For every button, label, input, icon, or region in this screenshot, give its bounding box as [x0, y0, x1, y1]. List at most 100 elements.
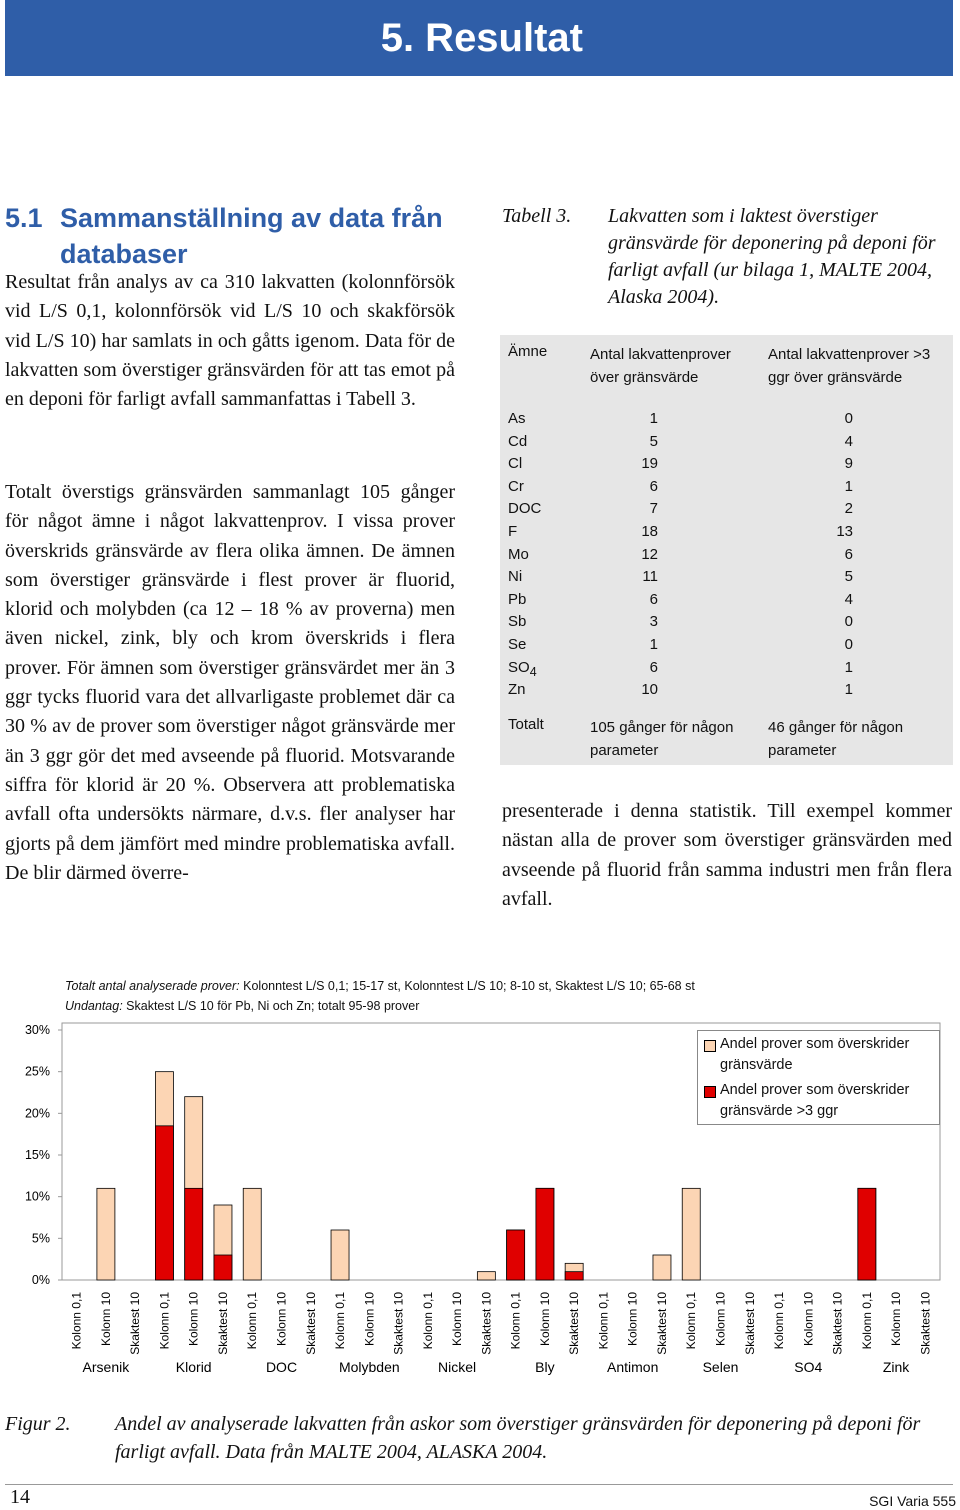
- cell: 6: [649, 658, 658, 676]
- group-label: DOC: [266, 1359, 297, 1375]
- legend-label: Andel prover som överskrider gränsvärde …: [720, 1082, 910, 1119]
- figure-label: Figur 2.: [5, 1413, 71, 1435]
- note-label: Totalt antal analyserade prover:: [65, 979, 240, 993]
- table: Ämne Antal lakvattenprover över gränsvärd…: [500, 335, 953, 765]
- group-label: Molybden: [339, 1359, 400, 1375]
- page-number: 14: [10, 1486, 30, 1508]
- x-tick-label: Skaktest 10: [567, 1292, 581, 1355]
- group-label: SO4: [794, 1359, 822, 1375]
- paragraph: Totalt överstigs gränsvärden sammanlagt …: [5, 481, 455, 884]
- row-name: Mo: [508, 545, 529, 563]
- cell: 1: [649, 410, 658, 427]
- table-caption: Tabell 3. Lakvatten som i laktest överst…: [502, 203, 952, 311]
- note-text: Skaktest L/S 10 för Pb, Ni och Zn; total…: [126, 999, 420, 1013]
- total-label: Totalt: [508, 715, 544, 733]
- row-name: Sb: [508, 613, 527, 631]
- x-tick-label: Skaktest 10: [216, 1292, 230, 1355]
- bar: [242, 1187, 262, 1281]
- y-tick-label: 5%: [32, 1231, 50, 1245]
- x-tick-label: Kolonn 10: [538, 1292, 552, 1346]
- y-tick-label: 20%: [25, 1106, 50, 1120]
- note: Undantag: Skaktest L/S 10 för Pb, Ni och…: [65, 996, 695, 1016]
- y-tick-label: 25%: [25, 1065, 50, 1079]
- figure-caption-text: Andel av analyserade lakvatten från asko…: [115, 1413, 921, 1463]
- bar: [506, 1229, 526, 1281]
- table-label: Tabell 3.: [502, 205, 572, 227]
- cell: 6: [844, 545, 853, 563]
- row-name: Cr: [508, 477, 524, 495]
- section-number: 5.1: [5, 203, 43, 233]
- cell: 12: [641, 545, 658, 563]
- cell: 7: [649, 500, 658, 518]
- x-tick-label: Skaktest 10: [392, 1292, 406, 1355]
- cell: 0: [844, 410, 853, 427]
- cell: 1: [844, 681, 853, 699]
- x-tick-label: Skaktest 10: [128, 1292, 142, 1355]
- x-tick-label: Skaktest 10: [655, 1292, 669, 1355]
- cell: 1: [844, 658, 853, 676]
- cell: 2: [844, 500, 853, 518]
- x-tick-label: Kolonn 10: [362, 1292, 376, 1346]
- cell: 11: [642, 568, 658, 586]
- cell: 4: [844, 432, 853, 450]
- cell: 19: [641, 455, 658, 473]
- header-title: 5. Resultat: [380, 16, 583, 60]
- row-name: Cd: [508, 432, 528, 450]
- y-tick-label: 15%: [25, 1148, 50, 1162]
- row-name: Zn: [508, 681, 526, 699]
- bar: [652, 1254, 672, 1281]
- x-tick-label: Kolonn 0,1: [245, 1292, 259, 1350]
- note-text: Kolonntest L/S 0,1; 15-17 st, Kolonntest…: [243, 979, 695, 993]
- table-caption-text: Lakvatten som i laktest överstiger gräns…: [608, 205, 936, 308]
- group-label: Zink: [883, 1359, 910, 1375]
- cell: 4: [844, 590, 853, 608]
- bar: [681, 1187, 701, 1281]
- x-tick-label: Kolonn 0,1: [684, 1292, 698, 1350]
- x-tick-label: Kolonn 10: [187, 1292, 201, 1346]
- total-cell: 105 gånger för någon parameter: [590, 718, 734, 759]
- x-tick-label: Skaktest 10: [479, 1292, 493, 1355]
- section-title: Sammanställning av data från databaser: [60, 203, 443, 269]
- bar: [184, 1187, 204, 1281]
- cell: 3: [649, 613, 658, 631]
- chart-notes: Totalt antal analyserade prover: Kolonnt…: [65, 976, 695, 1016]
- bar: [155, 1125, 174, 1281]
- legend-entry: Andel prover som överskrider gränsvärde: [704, 1034, 933, 1076]
- bar: [213, 1254, 233, 1281]
- cell: 6: [649, 477, 658, 495]
- x-tick-label: Kolonn 0,1: [333, 1292, 347, 1350]
- x-tick-label: Kolonn 0,1: [70, 1292, 84, 1350]
- row-name: F: [508, 523, 518, 540]
- note: Totalt antal analyserade prover: Kolonnt…: [65, 976, 695, 996]
- cell: 9: [844, 455, 853, 473]
- group-label: Arsenik: [83, 1359, 131, 1375]
- y-tick-label: 0%: [32, 1273, 50, 1287]
- cell: 10: [641, 681, 658, 699]
- x-tick-label: Kolonn 10: [801, 1292, 815, 1346]
- legend-entry: Andel prover som överskrider gränsvärde …: [704, 1080, 933, 1122]
- group-label: Klorid: [176, 1359, 212, 1375]
- row-name: Pb: [508, 590, 527, 608]
- total-cell: 46 gånger för någon parameter: [768, 718, 904, 759]
- table-header: Antal lakvattenprover över gränsvärde: [590, 346, 731, 386]
- x-tick-label: Kolonn 0,1: [157, 1292, 171, 1350]
- table-header: Antal lakvattenprover >3 ggr över gränsv…: [768, 346, 931, 386]
- chart: 0% 5% 10% 15% 20% 25% 30% Kolonn 0,1 Kolonn 10 Sk…: [0, 960, 960, 1380]
- header-bar: 5. Resultat: [5, 0, 953, 76]
- legend: Andel prover som överskrider gränsvärde A…: [697, 1030, 940, 1125]
- legend-swatch: [704, 1086, 716, 1098]
- bar: [535, 1187, 555, 1281]
- group-label: Nickel: [438, 1359, 476, 1375]
- legend-label: Andel prover som överskrider gränsvärde: [720, 1036, 910, 1073]
- x-tick-label: Kolonn 0,1: [509, 1292, 523, 1350]
- row-name: Se: [508, 636, 527, 653]
- x-tick-label: Skaktest 10: [304, 1292, 318, 1355]
- x-tick-label: Kolonn 0,1: [421, 1292, 435, 1350]
- cell: 6: [649, 590, 658, 608]
- x-tick-label: Kolonn 10: [450, 1292, 464, 1346]
- y-tick-label: 30%: [25, 1023, 50, 1037]
- y-tick-label: 10%: [25, 1190, 50, 1204]
- x-tick-label: Kolonn 0,1: [596, 1292, 610, 1350]
- bar: [857, 1187, 877, 1281]
- cell: 0: [844, 636, 853, 653]
